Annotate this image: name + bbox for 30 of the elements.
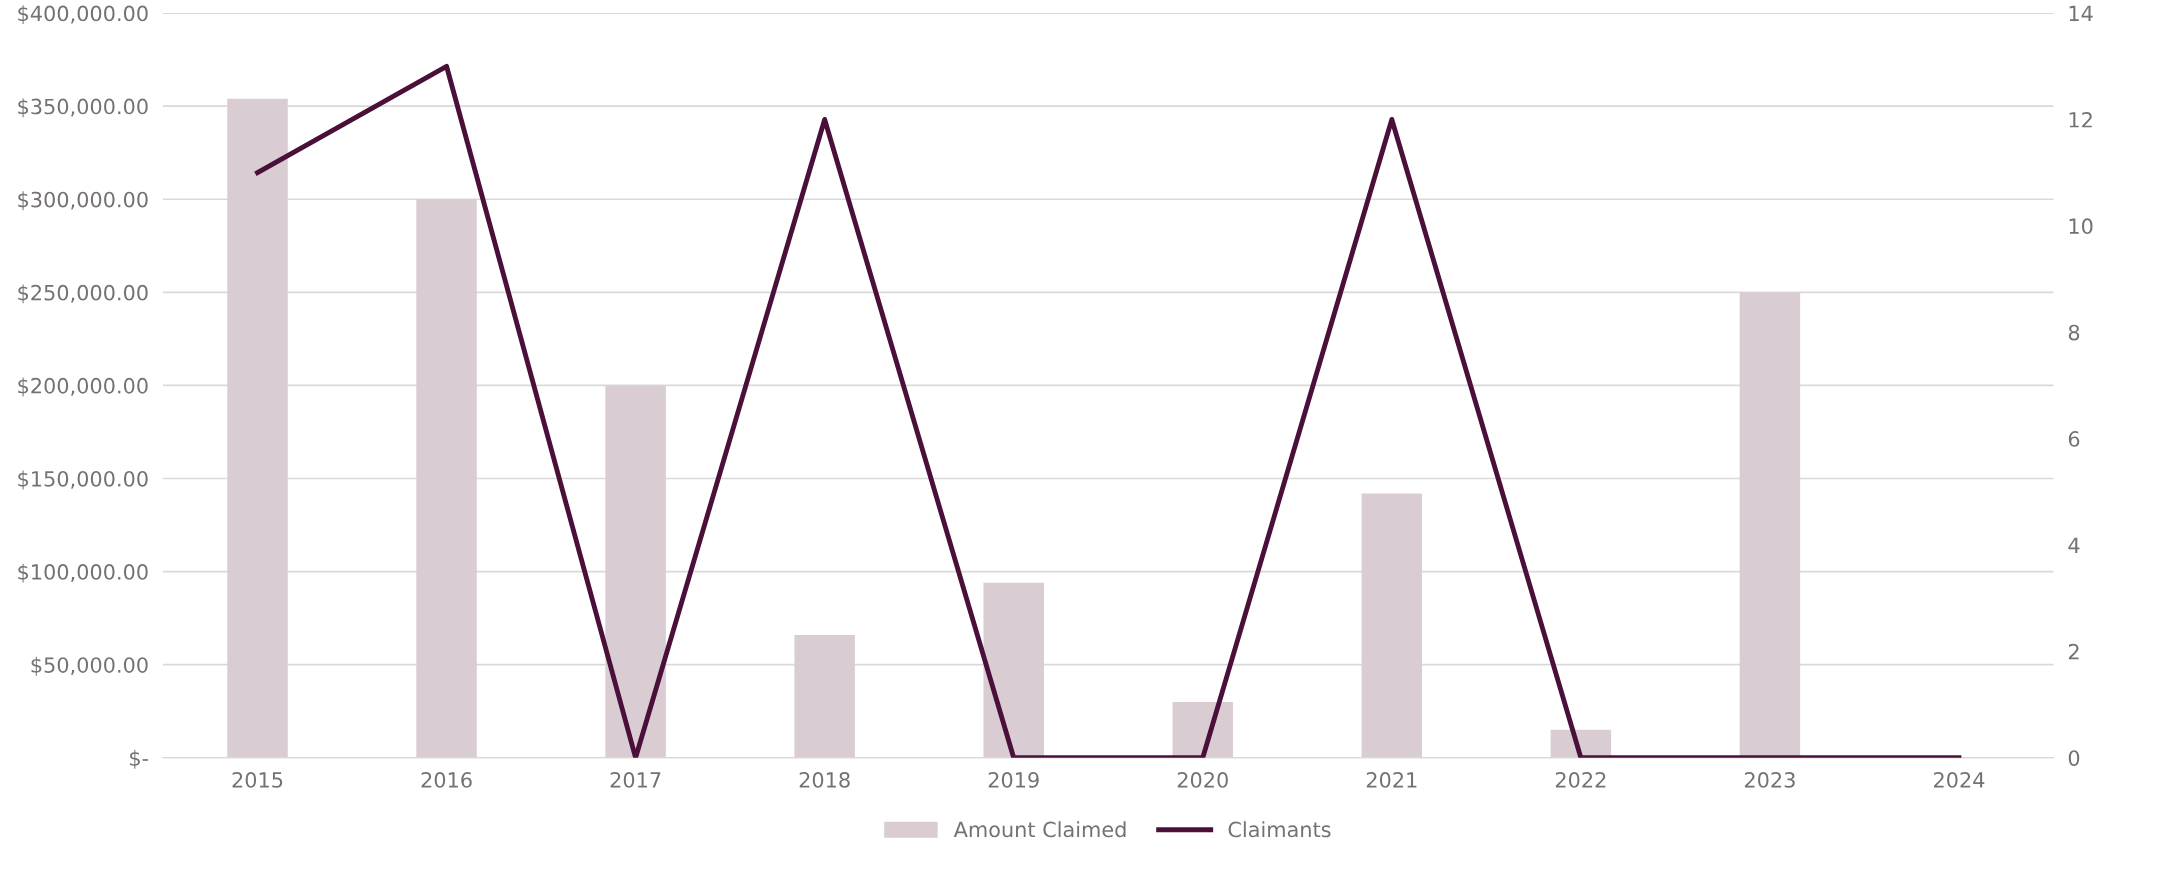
x-tick-label: 2019	[988, 772, 1039, 788]
y-tick-label: $250,000.00	[18, 284, 148, 304]
x-tick-label: 2018	[799, 772, 850, 788]
y2-tick-label: 0	[2068, 750, 2080, 766]
y2-tick-label: 2	[2068, 643, 2079, 660]
y2-tick-label: 14	[2069, 5, 2093, 21]
y-tick-label: $-	[130, 749, 149, 769]
x-tick-label: 2024	[1933, 772, 1985, 788]
y-tick-label: $100,000.00	[18, 563, 148, 583]
x-tick-label: 2015	[232, 772, 283, 788]
x-tick-label: 2022	[1555, 772, 1606, 788]
y2-tick-label: 10	[2069, 218, 2093, 235]
legend-label: Claimants	[1228, 821, 1331, 838]
y2-tick-label: 6	[2068, 431, 2080, 447]
y2-tick-label: 4	[2068, 537, 2080, 553]
x-tick-label: 2020	[1177, 772, 1228, 788]
x-tick-label: 2021	[1366, 772, 1417, 788]
y-tick-label: $200,000.00	[18, 377, 148, 397]
x-tick-label: 2023	[1744, 772, 1795, 788]
y2-tick-label: 8	[2068, 324, 2080, 341]
legend-label: Amount Claimed	[953, 821, 1126, 838]
y-tick-label: $50,000.00	[31, 656, 148, 676]
y-tick-label: $300,000.00	[18, 191, 148, 211]
line-series	[255, 63, 1962, 758]
x-tick-label: 2017	[610, 772, 661, 788]
y-tick-label: $400,000.00	[18, 5, 148, 25]
x-tick-label: 2016	[421, 772, 472, 788]
y2-tick-label: 12	[2069, 111, 2092, 128]
y-tick-label: $150,000.00	[18, 470, 148, 490]
y-tick-label: $350,000.00	[18, 98, 148, 118]
